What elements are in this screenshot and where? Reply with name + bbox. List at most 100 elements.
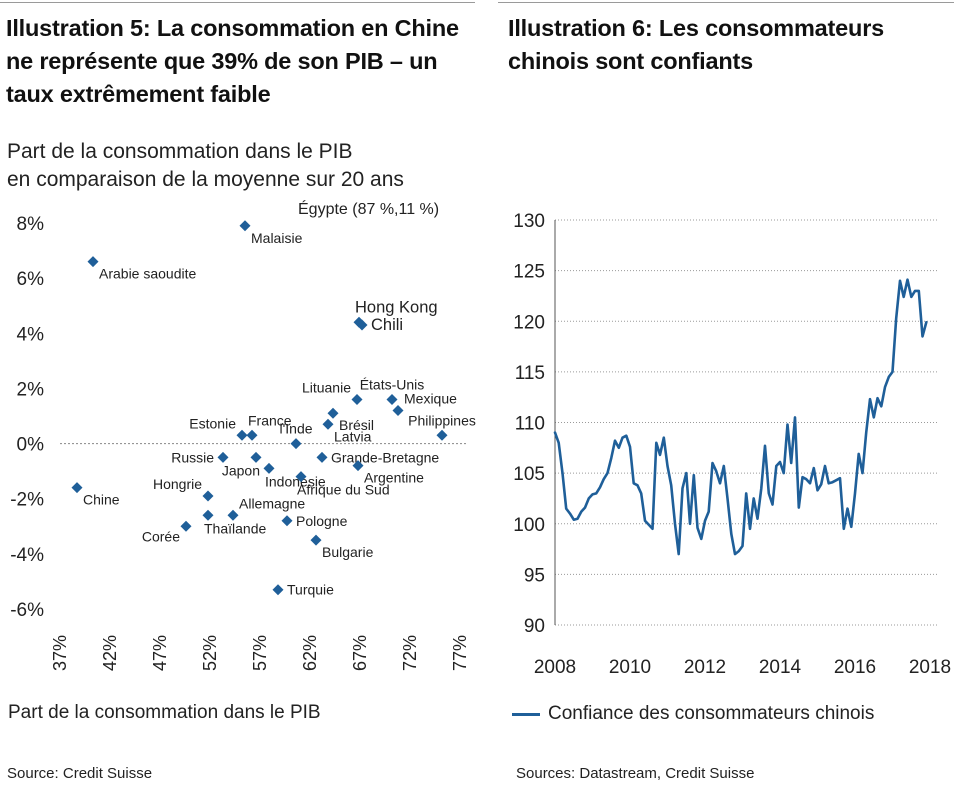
data-label: Turquie xyxy=(287,582,334,598)
data-point xyxy=(356,319,368,331)
data-point xyxy=(351,393,363,405)
data-label: Grande-Bretagne xyxy=(331,449,439,465)
legend-swatch xyxy=(512,712,540,716)
data-label: Chili xyxy=(371,316,403,334)
data-label: Mexique xyxy=(404,390,457,406)
x-tick-label: 77% xyxy=(450,635,470,671)
x-tick-label: 2008 xyxy=(534,657,576,678)
series-line xyxy=(553,278,928,556)
y-tick-label: 4% xyxy=(17,324,45,345)
y-tick-label: 95 xyxy=(524,565,545,586)
chart-title: Illustration 5: La consommation en Chine… xyxy=(6,15,459,107)
chart-title: Illustration 6: Les consommateurs chinoi… xyxy=(508,15,885,74)
data-point xyxy=(352,460,364,472)
data-point xyxy=(295,471,307,483)
line-chart: 90 95 100 105 110 115 120 125 130 2008 2010 2012 201… xyxy=(513,211,951,678)
data-label: Argentine xyxy=(364,470,424,486)
data-point xyxy=(236,429,248,441)
data-point xyxy=(290,438,302,450)
data-label: Allemagne xyxy=(239,495,305,511)
x-tick-label: 57% xyxy=(250,635,270,671)
data-point xyxy=(327,407,339,419)
x-tick-label: 2014 xyxy=(759,657,802,678)
data-label: France xyxy=(248,412,292,428)
x-tick-label: 2012 xyxy=(684,657,726,678)
x-tick-label: 2016 xyxy=(834,657,876,678)
data-point xyxy=(227,509,239,521)
data-point xyxy=(180,520,192,532)
x-tick-label: 2010 xyxy=(609,657,651,678)
x-tick-label: 42% xyxy=(100,635,120,671)
x-tick-label: 62% xyxy=(300,635,320,671)
y-tick-label: -6% xyxy=(10,600,44,621)
data-point xyxy=(263,462,275,474)
left-chart-panel: Illustration 5: La consommation en Chine… xyxy=(0,0,476,791)
source-note: Sources: Datastream, Credit Suisse xyxy=(516,765,755,782)
data-label: Afrique du Sud xyxy=(297,482,390,498)
data-point xyxy=(246,429,258,441)
top-rule xyxy=(498,2,954,3)
y-tick-label: -4% xyxy=(10,545,44,566)
x-tick-label: 67% xyxy=(350,635,370,671)
top-rule xyxy=(0,2,475,3)
data-point xyxy=(202,490,214,502)
data-label: Malaisie xyxy=(251,230,303,246)
data-point xyxy=(322,418,334,430)
subtitle-line: en comparaison de la moyenne sur 20 ans xyxy=(7,168,404,191)
x-tick-label: 52% xyxy=(200,635,220,671)
data-label: Hongrie xyxy=(153,476,202,492)
data-label: Latvia xyxy=(334,428,372,444)
data-point xyxy=(281,515,293,527)
data-point xyxy=(392,404,404,416)
subtitle-line: Part de la consommation dans le PIB xyxy=(7,140,353,163)
y-tick-label: 120 xyxy=(513,312,545,333)
legend-label: Confiance des consommateurs chinois xyxy=(548,703,875,724)
x-tick-label: 47% xyxy=(150,635,170,671)
y-tick-label: 125 xyxy=(513,262,545,283)
x-tick-label: 2018 xyxy=(909,657,951,678)
y-tick-label: 130 xyxy=(513,211,545,232)
y-tick-label: 2% xyxy=(17,379,45,400)
x-tick-label: 72% xyxy=(400,635,420,671)
y-tick-label: 0% xyxy=(17,435,45,456)
chart-subtitle: Part de la consommation dans le PIB en c… xyxy=(7,138,404,194)
data-label: Lituanie xyxy=(302,379,351,395)
y-tick-label: 8% xyxy=(17,214,45,235)
x-axis-caption: Part de la consommation dans le PIB xyxy=(8,702,321,723)
data-point xyxy=(202,509,214,521)
right-chart-panel: Illustration 6: Les consommateurs chinoi… xyxy=(498,0,954,791)
data-label: Pologne xyxy=(296,513,348,529)
data-point xyxy=(272,584,284,596)
data-label: Corée xyxy=(142,528,180,544)
data-point xyxy=(316,451,328,463)
chart-legend: Confiance des consommateurs chinois xyxy=(512,703,874,725)
data-label: Philippines xyxy=(408,412,476,428)
data-point xyxy=(386,393,398,405)
data-label: l'Inde xyxy=(279,421,312,437)
data-label: Hong Kong xyxy=(355,298,438,316)
x-tick-label: 37% xyxy=(50,635,70,671)
data-label: États-Unis xyxy=(360,376,425,392)
data-label: Brésil xyxy=(339,417,374,433)
data-point xyxy=(239,220,251,232)
scatter-plot: 8% 6% 4% 2% 0% -2% -4% -6% 37% 42% 47% 52% 57% 62% 67%… xyxy=(10,199,476,671)
data-label: Arabie saoudite xyxy=(99,266,197,282)
data-label: Thaïlande xyxy=(204,520,266,536)
data-point xyxy=(71,482,83,494)
y-tick-label: -2% xyxy=(10,490,44,511)
y-tick-label: 115 xyxy=(515,363,545,384)
data-label: Estonie xyxy=(189,415,236,431)
data-point xyxy=(310,534,322,546)
y-tick-label: 100 xyxy=(513,515,545,536)
data-label: Bulgarie xyxy=(322,544,374,560)
y-tick-label: 6% xyxy=(17,269,45,290)
source-note: Source: Credit Suisse xyxy=(7,765,153,782)
data-point xyxy=(87,256,99,268)
data-point xyxy=(217,451,229,463)
data-label: Chine xyxy=(83,492,120,508)
egypt-annotation: Égypte (87 %,11 %) xyxy=(298,199,439,218)
y-tick-label: 90 xyxy=(524,616,545,637)
y-tick-label: 105 xyxy=(513,464,545,485)
data-label: Indonésie xyxy=(265,473,326,489)
y-tick-label: 110 xyxy=(515,414,545,435)
